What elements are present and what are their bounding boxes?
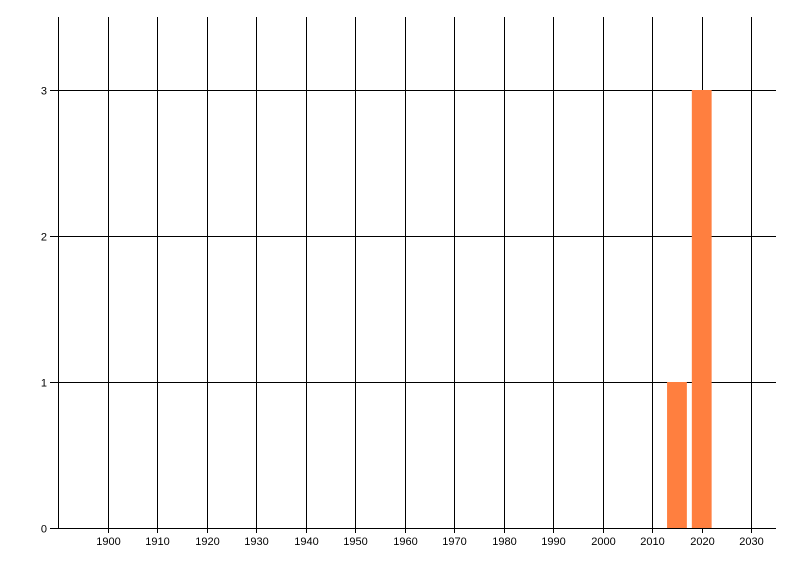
x-tick-label: 1950 [343, 536, 367, 548]
y-tick-label: 0 [41, 524, 47, 536]
x-tick-label: 1900 [96, 536, 120, 548]
y-tick-label: 3 [41, 86, 47, 98]
bars [667, 90, 712, 528]
x-tick-label: 2010 [640, 536, 664, 548]
x-tick-label: 1960 [393, 536, 417, 548]
y-tick-label: 1 [41, 378, 47, 390]
bar-2020 [691, 90, 712, 528]
y-tick-label: 2 [41, 232, 47, 244]
x-tick-label: 2030 [739, 536, 763, 548]
x-tick-label: 1920 [195, 536, 219, 548]
tick-labels: 1900 1910 1920 1930 1940 1950 1960 1970 1980 1990… [41, 86, 764, 549]
x-tick-label: 2000 [591, 536, 615, 548]
x-tick-label: 1930 [244, 536, 268, 548]
x-tick-label: 1940 [294, 536, 318, 548]
axes [58, 17, 776, 529]
x-tick-label: 1980 [492, 536, 516, 548]
x-tick-label: 1970 [442, 536, 466, 548]
bar-2015 [667, 382, 687, 528]
x-tick-label: 2020 [690, 536, 714, 548]
x-tick-label: 1910 [145, 536, 169, 548]
x-tick-label: 1990 [541, 536, 565, 548]
